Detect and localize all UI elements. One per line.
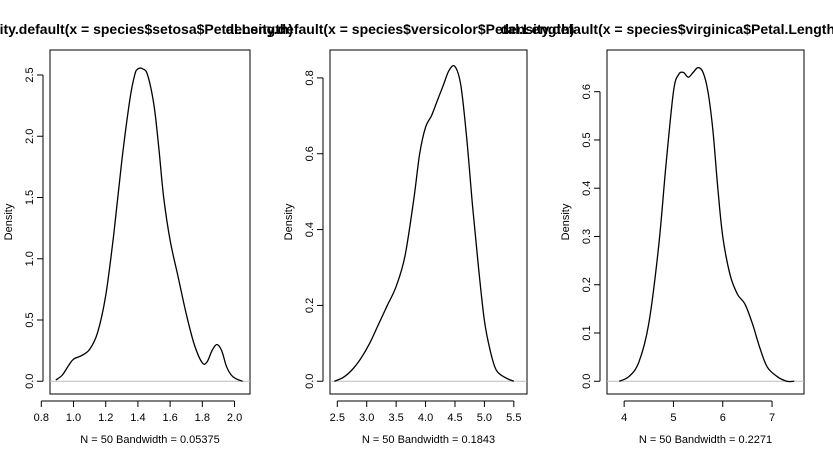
x-axis-label: N = 50 Bandwidth = 0.05375 bbox=[80, 434, 219, 446]
y-axis-label: Density bbox=[3, 203, 15, 240]
y-tick-label: 0.0 bbox=[24, 374, 36, 389]
y-tick-label: 0.4 bbox=[304, 222, 316, 237]
x-tick-label: 5.0 bbox=[477, 412, 492, 424]
chart-title: density.default(x = species$versicolor$P… bbox=[226, 21, 575, 37]
x-tick-label: 5.5 bbox=[506, 412, 521, 424]
y-tick-label: 0.0 bbox=[581, 374, 593, 389]
x-tick-label: 6 bbox=[720, 412, 726, 424]
x-tick-label: 4.0 bbox=[418, 412, 433, 424]
y-tick-label: 0.2 bbox=[304, 298, 316, 313]
x-tick-label: 1.4 bbox=[130, 412, 145, 424]
y-tick-label: 2.0 bbox=[24, 129, 36, 144]
y-tick-label: 0.2 bbox=[581, 277, 593, 292]
density-panel-virginica: 4 5 6 7 0.0 0.1 0.2 0.3 0.4 0.5 0.6 N = 50 Bandwidt… bbox=[560, 49, 805, 446]
density-curve bbox=[55, 67, 243, 382]
x-tick-label: 3.5 bbox=[388, 412, 403, 424]
density-panel-setosa: 0.8 1.0 1.2 1.4 1.6 1.8 2.0 0.0 0.5 1.0 1.5 2.0 2.5 N… bbox=[3, 49, 251, 446]
x-tick-label: 1.6 bbox=[162, 412, 177, 424]
x-tick-label: 1.8 bbox=[195, 412, 210, 424]
x-tick-label: 3.0 bbox=[359, 412, 374, 424]
chart-titles: density.default(x = species$setosa$Petal… bbox=[0, 21, 833, 37]
x-axis-label: N = 50 Bandwidth = 0.1843 bbox=[362, 434, 495, 446]
plot-frame bbox=[329, 49, 528, 395]
y-axis-label: Density bbox=[283, 203, 295, 240]
y-axis-label: Density bbox=[560, 203, 572, 240]
x-tick-label: 4 bbox=[621, 412, 627, 424]
x-tick-label: 0.8 bbox=[34, 412, 49, 424]
y-tick-label: 0.3 bbox=[581, 229, 593, 244]
x-tick-label: 1.0 bbox=[66, 412, 81, 424]
x-tick-label: 1.2 bbox=[98, 412, 113, 424]
density-curve bbox=[334, 64, 515, 382]
y-tick-label: 1.5 bbox=[24, 190, 36, 205]
plot-frame bbox=[49, 49, 251, 395]
y-tick-label: 0.5 bbox=[581, 132, 593, 147]
y-tick-label: 0.8 bbox=[304, 70, 316, 85]
y-tick-label: 0.0 bbox=[304, 374, 316, 389]
y-tick-label: 0.6 bbox=[304, 146, 316, 161]
x-axis-label: N = 50 Bandwidth = 0.2271 bbox=[639, 434, 772, 446]
plot-frame bbox=[606, 49, 805, 395]
x-tick-label: 7 bbox=[769, 412, 775, 424]
x-tick-label: 2.5 bbox=[330, 412, 345, 424]
y-tick-label: 0.4 bbox=[581, 181, 593, 196]
density-panel-versicolor: 2.5 3.0 3.5 4.0 4.5 5.0 5.5 0.0 0.2 0.4 0.6 0.8 N = … bbox=[283, 49, 528, 446]
x-tick-label: 2.0 bbox=[227, 412, 242, 424]
density-curve bbox=[618, 66, 795, 383]
y-tick-label: 2.5 bbox=[24, 67, 36, 82]
y-tick-label: 0.6 bbox=[581, 84, 593, 99]
y-tick-label: 0.1 bbox=[581, 325, 593, 340]
y-tick-label: 0.5 bbox=[24, 312, 36, 327]
x-tick-label: 4.5 bbox=[447, 412, 462, 424]
x-tick-label: 5 bbox=[670, 412, 676, 424]
chart-title: density.default(x = species$setosa$Petal… bbox=[0, 21, 293, 37]
chart-title: density.default(x = species$virginica$Pe… bbox=[500, 21, 833, 37]
y-tick-label: 1.0 bbox=[24, 251, 36, 266]
